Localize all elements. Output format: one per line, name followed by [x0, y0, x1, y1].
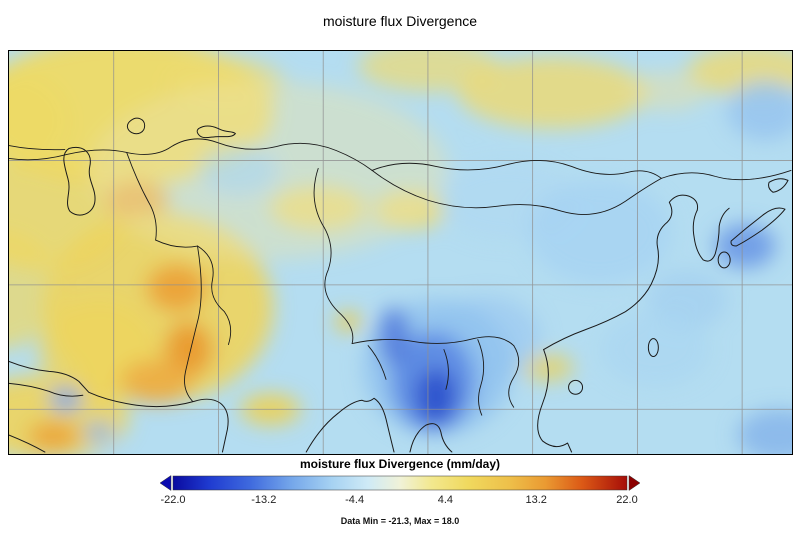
colorbar-label: moisture flux Divergence (mm/day)	[299, 457, 501, 471]
indochina-coast	[537, 349, 573, 453]
colorbar-gradient-bar	[172, 475, 628, 491]
taiwan-outline	[647, 338, 659, 357]
map-panel	[8, 50, 793, 455]
arabian-coast	[9, 434, 46, 453]
coastline-layer	[9, 117, 789, 453]
colorbar-tick-1: -13.2	[251, 494, 277, 506]
colorbar-tick-2: -4.4	[345, 494, 365, 506]
colorbar-right-arrow-icon	[628, 475, 641, 491]
lake-balkhash-outline	[196, 125, 236, 139]
colorbar-ticks: -22.0 -13.2 -4.4 4.4 13.2 22.0	[160, 494, 637, 508]
persian-gulf-north-coast	[9, 360, 229, 453]
japan-kyushu-outline	[717, 251, 731, 269]
page-title: moisture flux Divergence	[322, 13, 478, 29]
grid-layer	[9, 51, 792, 454]
persian-gulf-south-coast	[9, 382, 84, 397]
colorbar-tick-0: -22.0	[160, 494, 186, 506]
colorbar	[159, 475, 641, 491]
caspian-sea-outline	[63, 147, 96, 216]
colorbar-tick-3: 4.4	[437, 494, 454, 506]
heatmap-layer	[9, 51, 792, 454]
colorbar-left-arrow-icon	[159, 475, 172, 491]
aral-sea-outline	[126, 117, 146, 135]
asia-heatmap-map	[9, 51, 792, 454]
colorbar-tick-4: 13.2	[525, 494, 547, 506]
data-minmax-label: Data Min = -21.3, Max = 18.0	[340, 516, 460, 526]
korea-peninsula-coast	[692, 207, 730, 262]
china-coast	[543, 194, 699, 351]
japan-honshu-outline	[730, 207, 786, 247]
country-borders-layer	[9, 138, 792, 416]
hainan-outline	[568, 379, 584, 395]
martaban-coast	[409, 423, 453, 453]
bay-of-bengal-coast	[305, 397, 395, 453]
hokkaido-outline	[768, 178, 789, 193]
colorbar-tick-5: 22.0	[616, 494, 638, 506]
